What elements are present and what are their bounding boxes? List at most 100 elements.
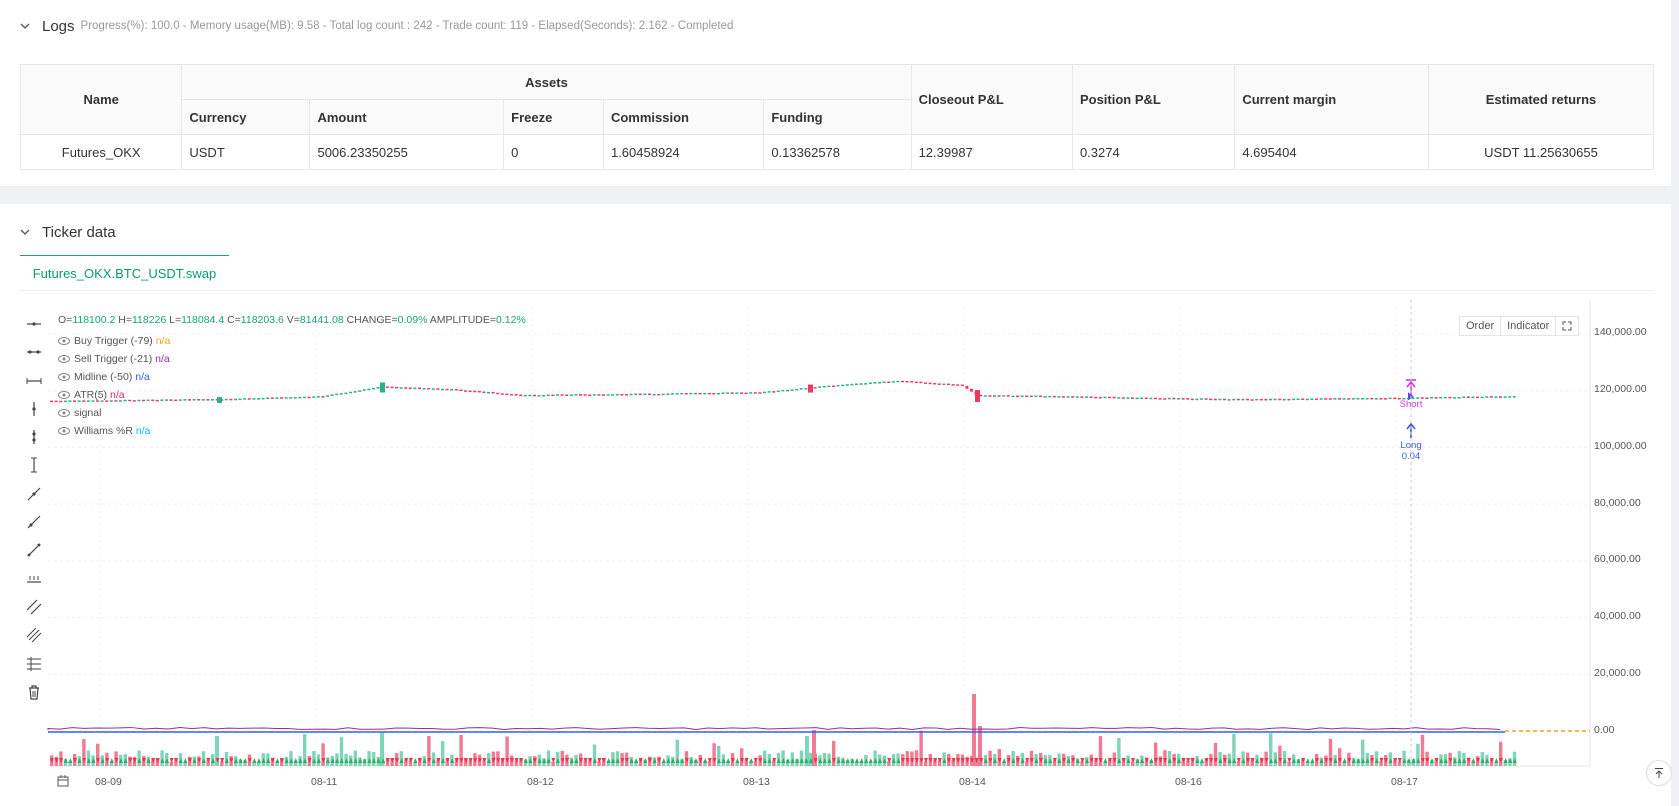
vertical-extended-icon[interactable] [25, 456, 43, 474]
indicator-button[interactable]: Indicator [1501, 316, 1557, 336]
sell-triangle [1338, 758, 1342, 763]
volume-bar [427, 736, 431, 766]
sell-triangle [445, 758, 450, 763]
sell-triangle [1186, 758, 1191, 763]
volume-bar [505, 736, 509, 766]
col-freeze: Freeze [503, 99, 604, 135]
volume-bar [1213, 743, 1218, 766]
legend-item[interactable]: Williams %R n/a [58, 422, 170, 440]
legend-item[interactable]: ATR(5) n/a [58, 386, 170, 404]
buy-triangle [1333, 758, 1338, 763]
buy-triangle [859, 758, 864, 763]
ticker-header[interactable]: Ticker data [20, 222, 116, 242]
candle [901, 380, 904, 383]
buy-triangle [339, 758, 344, 763]
sell-triangle [105, 758, 110, 763]
eye-icon[interactable] [58, 373, 70, 381]
buy-triangle [86, 758, 91, 763]
eye-icon[interactable] [58, 427, 70, 435]
candle [1209, 398, 1213, 401]
candle [335, 393, 339, 396]
volume-bar [1328, 738, 1333, 766]
candle [174, 399, 178, 402]
candle [459, 389, 463, 392]
buy-triangle [726, 758, 731, 763]
candle [445, 388, 449, 391]
buy-triangle [1471, 758, 1476, 763]
volume-bar [109, 761, 114, 766]
candle [197, 399, 201, 401]
parallel-channel-icon[interactable] [25, 598, 43, 616]
scroll-top-button[interactable] [1646, 760, 1672, 786]
vertical-ray-icon[interactable] [25, 428, 43, 446]
candle [362, 389, 366, 391]
candle [1098, 396, 1102, 399]
candle [1025, 395, 1029, 397]
candle [1443, 396, 1447, 399]
volume-bar [1011, 750, 1015, 766]
fullscreen-icon[interactable] [1556, 316, 1580, 336]
eye-icon[interactable] [58, 409, 70, 417]
cell-amount: 5006.23350255 [309, 134, 505, 170]
candle [1190, 398, 1194, 401]
buy-triangle [1310, 758, 1315, 763]
horizontal-ray-icon[interactable] [25, 343, 43, 361]
eye-icon[interactable] [58, 355, 70, 363]
sell-triangle [970, 758, 974, 763]
legend-item[interactable]: Sell Trigger (-21) n/a [58, 350, 170, 368]
candle [1029, 395, 1033, 398]
buy-triangle [841, 758, 846, 763]
ray-line-icon[interactable] [25, 513, 43, 531]
logs-header[interactable]: Logs Progress(%): 100.0 - Memory usage(M… [20, 16, 733, 36]
sell-triangle [1393, 758, 1398, 763]
candle [59, 400, 63, 403]
fibonacci-icon[interactable] [25, 655, 43, 673]
segment-icon[interactable] [25, 541, 43, 559]
chevron-down-icon[interactable] [20, 227, 30, 237]
sell-triangle [1476, 758, 1480, 763]
candle [491, 391, 495, 394]
volume-bar [1103, 761, 1107, 766]
order-button[interactable]: Order [1459, 316, 1502, 336]
vertical-line-icon[interactable] [25, 400, 43, 418]
sell-triangle [464, 758, 468, 763]
buy-triangle [1388, 758, 1393, 763]
trend-line-icon[interactable] [25, 485, 43, 503]
candle [602, 394, 605, 396]
sell-triangle [1098, 758, 1103, 763]
price-line-icon[interactable] [25, 570, 43, 588]
sell-triangle [1384, 758, 1388, 763]
buy-triangle [703, 758, 708, 763]
candle [1232, 398, 1236, 401]
candle [1292, 398, 1295, 401]
legend-item[interactable]: Buy Trigger (-79) n/a [58, 332, 170, 350]
candle [399, 387, 403, 389]
legend-item[interactable]: signal [58, 404, 170, 422]
sell-triangle [947, 758, 951, 763]
legend-item[interactable]: Midline (-50) n/a [58, 368, 170, 386]
candle [413, 387, 417, 390]
trash-icon[interactable] [25, 683, 43, 701]
buy-triangle [1411, 758, 1416, 763]
eye-icon[interactable] [58, 337, 70, 345]
candle [533, 394, 536, 397]
extended-line-icon[interactable] [25, 372, 43, 390]
sell-triangle [638, 758, 643, 763]
calendar-icon[interactable] [57, 775, 69, 787]
horizontal-line-icon[interactable] [25, 315, 43, 333]
sell-triangle [514, 758, 519, 763]
eye-icon[interactable] [58, 391, 70, 399]
buy-triangle [689, 758, 694, 763]
candle [468, 390, 472, 393]
pitchfork-icon[interactable] [25, 626, 43, 644]
candle [606, 394, 610, 396]
chevron-down-icon[interactable] [20, 21, 30, 31]
sell-triangle [505, 758, 510, 763]
candle [188, 399, 191, 401]
volume-bar [353, 750, 357, 766]
buy-triangle [234, 758, 238, 763]
candle [1241, 398, 1245, 401]
sell-triangle [914, 758, 919, 763]
tab-btc-usdt-swap[interactable]: Futures_OKX.BTC_USDT.swap [20, 255, 229, 291]
